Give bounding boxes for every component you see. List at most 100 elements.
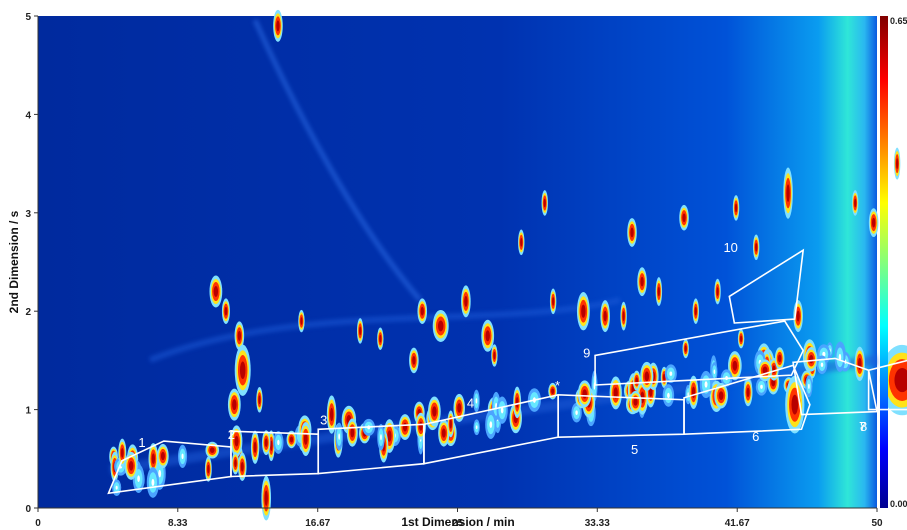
peak-spot	[438, 419, 450, 447]
region-outline-8	[867, 359, 907, 411]
peak-spot	[250, 430, 260, 464]
y-tick-label: 4	[25, 110, 31, 121]
peak-spot	[834, 342, 846, 373]
region-outlines: 1 2 3 4 5 6 78 9 10	[107, 240, 907, 495]
peak-spot	[234, 321, 245, 351]
peak-spot	[757, 359, 773, 382]
peak-spot	[640, 361, 654, 391]
peak-spot	[728, 351, 742, 381]
x-tick-label: 16.67	[305, 518, 330, 529]
region-label-9: 9	[583, 345, 590, 360]
peak-spot	[481, 319, 495, 352]
peak-spot	[298, 309, 305, 333]
peak-spot	[377, 327, 384, 350]
peak-spot	[262, 430, 271, 456]
peak-spot	[146, 467, 160, 498]
region-label-1: 1	[138, 435, 145, 450]
peak-spot	[805, 375, 813, 398]
peak-spot	[868, 208, 879, 238]
y-axis-title: 2nd Dimension / s	[7, 210, 21, 313]
peak-spot	[662, 384, 675, 407]
peak-spot	[714, 278, 721, 305]
peak-spot	[600, 300, 610, 333]
peak-spot	[428, 396, 441, 427]
region-label-2: 2	[228, 427, 235, 442]
region-outline-9	[594, 320, 805, 386]
x-tick-label: 33.33	[585, 518, 610, 529]
region-label-3: 3	[320, 412, 327, 427]
peak-spot	[300, 421, 312, 456]
peak-spot	[231, 452, 240, 475]
peak-spot	[398, 414, 412, 441]
peak-spot	[234, 344, 251, 396]
peak-spot	[473, 419, 480, 436]
x-tick-label: 8.33	[168, 518, 188, 529]
peak-spot	[805, 347, 818, 372]
peak-spot	[491, 344, 498, 367]
y-tick-label: 1	[25, 406, 31, 417]
y-tick-label: 0	[25, 504, 31, 515]
peak-spot	[682, 338, 689, 359]
peak-spot	[549, 288, 557, 315]
region-label-4: 4	[467, 396, 474, 411]
peak-spot	[335, 422, 343, 451]
peak-spot	[286, 430, 297, 449]
peak-spot	[377, 423, 385, 451]
peak-spot	[432, 309, 449, 342]
y-tick-label: 5	[25, 12, 31, 23]
peak-spot	[743, 378, 753, 407]
region-label-5: 5	[631, 442, 638, 457]
peak-spot	[209, 275, 223, 308]
x-tick-label: 25	[452, 518, 464, 529]
region-outline-10	[728, 248, 805, 324]
peak-spot	[518, 229, 525, 256]
colorbar	[880, 16, 888, 508]
peak-spot	[679, 204, 689, 231]
x-tick-label: 50	[871, 518, 883, 529]
peak-spot	[273, 9, 283, 42]
peak-spot	[496, 396, 508, 424]
peak-spot	[732, 195, 740, 221]
peak-spot	[620, 301, 627, 331]
peak-spot	[409, 347, 419, 374]
peak-spot	[816, 355, 828, 375]
x-axis-ticks: 0 8.33 16.67 25 33.33 41.67 50	[35, 508, 883, 529]
peak-spot	[346, 418, 358, 447]
peak-spot	[256, 386, 263, 413]
region-outline-1	[107, 440, 232, 495]
peak-spot	[485, 410, 497, 440]
peak-spots	[109, 9, 907, 521]
peak-spot	[851, 190, 859, 216]
peak-spot	[629, 390, 642, 414]
peak-spot	[356, 318, 364, 344]
region-label-10: 10	[723, 240, 737, 255]
peak-spot	[273, 430, 284, 454]
peak-spot	[417, 298, 428, 325]
peak-spot	[737, 329, 745, 349]
region-outline-7	[792, 357, 878, 416]
peak-spot	[783, 167, 793, 219]
x-tick-label: 41.67	[725, 518, 750, 529]
peak-spot	[461, 285, 471, 318]
peak-spot	[447, 410, 455, 438]
y-tick-label: 2	[25, 307, 31, 318]
peak-spot	[893, 147, 901, 180]
peak-spot	[854, 346, 865, 382]
peak-spot	[714, 382, 728, 409]
region-label-6: 6	[752, 429, 759, 444]
peak-spot	[571, 402, 582, 423]
peak-spot	[755, 377, 768, 396]
peak-spot	[637, 267, 647, 297]
peak-spot	[204, 456, 212, 482]
region-label-7: 7	[859, 419, 866, 434]
peak-spot	[261, 475, 272, 521]
y-axis-ticks: 0 1 2 3 4 5	[25, 12, 38, 515]
peak-spot	[609, 376, 622, 410]
peak-spot	[453, 393, 465, 423]
peak-spot	[513, 386, 522, 419]
plot-background	[38, 16, 877, 508]
peak-spot	[237, 452, 247, 481]
x-tick-label: 0	[35, 518, 41, 529]
peak-spot	[577, 380, 592, 408]
